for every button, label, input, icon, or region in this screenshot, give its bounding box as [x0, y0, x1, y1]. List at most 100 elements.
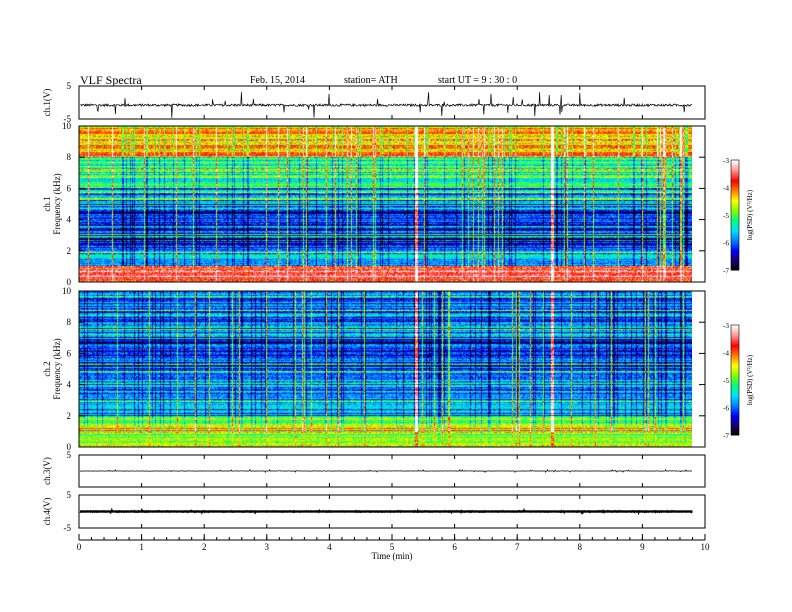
ch2-spectrogram-colorbar-swatch [731, 431, 739, 434]
ch2-spectrogram-colorbar-swatch [731, 325, 739, 328]
ch1-spectrogram-colorbar-swatch [731, 222, 739, 225]
ch1-waveform-ytick-label: -5 [64, 114, 72, 124]
ch1-spectrogram-colorbar-swatch [731, 211, 739, 214]
ch1-spectrogram-ytick-label: 10 [62, 121, 72, 131]
date-label: Feb. 15, 2014 [250, 75, 305, 86]
ch2-spectrogram-colorbar-swatch [731, 385, 739, 388]
xaxis-label: Time (min) [372, 551, 413, 561]
ch1-spectrogram-colorbar-swatch [731, 246, 739, 249]
ch1-spectrogram-colorbar-tick: -7 [723, 267, 729, 275]
xaxis-tick-label: 0 [77, 542, 82, 552]
ch1-spectrogram-colorbar-swatch [731, 215, 739, 218]
ch2-spectrogram-colorbar-swatch [731, 374, 739, 377]
ch1-spectrogram-colorbar-swatch [731, 169, 739, 172]
ch4-waveform [78, 494, 706, 529]
ch2-spectrogram-colorbar-swatch [731, 356, 739, 359]
ch1-spectrogram-frame [78, 125, 706, 283]
ch2-spectrogram-colorbar-swatch [731, 400, 739, 403]
ch1-spectrogram-colorbar-swatch [731, 257, 739, 260]
ch1-spectrogram-colorbar-swatch [731, 226, 739, 229]
ch1-spectrogram-colorbar-swatch [731, 191, 739, 194]
ch1-spectrogram-colorbar-swatch [731, 178, 739, 181]
ch2-spectrogram-colorbar-swatch [731, 334, 739, 337]
ch1-spectrogram-colorbar-swatch [731, 161, 739, 165]
xaxis-tick-label: 10 [701, 542, 711, 552]
ch1-spectrogram-colorbar-swatch [731, 196, 739, 199]
ch1-spectrogram-colorbar-swatch [731, 218, 739, 221]
ch1-spectrogram-colorbar-swatch [731, 194, 739, 198]
station-label: station= ATH [344, 75, 398, 86]
ch1-spectrogram-colorbar-swatch [731, 249, 739, 253]
ch2-spectrogram-colorbar-swatch [731, 420, 739, 423]
ch1-spectrogram-colorbar-swatch [731, 209, 739, 212]
ch2-spectrogram-colorbar-swatch [731, 389, 739, 392]
ch1-spectrogram-image [79, 126, 692, 282]
ch1-spectrogram-colorbar-tick: -6 [723, 240, 729, 248]
ch1-spectrogram-colorbar-swatch [731, 238, 739, 242]
ch1-waveform [78, 85, 706, 120]
xaxis-tick-label: 6 [452, 542, 457, 552]
ch1-spectrogram-colorbar-swatch [731, 207, 739, 210]
xaxis-tick-label: 3 [265, 542, 270, 552]
ch2-spectrogram-colorbar-swatch [731, 354, 739, 357]
ch1-spectrogram-ytick-label: 2 [67, 246, 72, 256]
ch3-waveform-trace [79, 468, 693, 474]
ch2-spectrogram-colorbar-swatch [731, 391, 739, 394]
ch2-spectrogram-colorbar-swatch [731, 414, 739, 418]
ch1-spectrogram-ytick-label: 6 [67, 183, 72, 193]
ch4-waveform-band [80, 510, 693, 513]
ch2-spectrogram-colorbar-swatch [731, 405, 739, 408]
ch1-spectrogram-colorbar-swatch [731, 268, 739, 271]
ch2-spectrogram-colorbar-swatch [731, 409, 739, 412]
ch1-spectrogram-colorbar-swatch [731, 262, 739, 265]
ch1-spectrogram-colorbar-tick: -3 [723, 157, 729, 165]
ch2-spectrogram-colorbar-swatch [731, 326, 739, 330]
ch1-spectrogram-colorbar-swatch [731, 205, 739, 209]
ch1-spectrogram-colorbar-swatch [731, 202, 739, 205]
ch2-spectrogram-colorbar-swatch [731, 380, 739, 383]
xaxis-tick-label: 7 [515, 542, 520, 552]
ch2-spectrogram-ytick-label: 6 [67, 348, 72, 358]
ch1-spectrogram-colorbar-swatch [731, 237, 739, 240]
ch2-spectrogram-colorbar-swatch [731, 392, 739, 396]
ch2-spectrogram-colorbar-tick: -6 [723, 405, 729, 413]
ch2-spectrogram-colorbar-swatch [731, 330, 739, 333]
ch1-spectrogram-colorbar-swatch [731, 216, 739, 220]
ch2-spectrogram-colorbar-swatch [731, 398, 739, 401]
ch1-spectrogram-colorbar-swatch [731, 187, 739, 190]
ch1-spectrogram-colorbar-swatch [731, 193, 739, 196]
xaxis-tick-label: 5 [390, 542, 395, 552]
ch1-spectrogram-colorbar-swatch [731, 165, 739, 168]
ch1-spectrogram-colorbar-swatch [731, 220, 739, 223]
ch2-spectrogram-colorbar-swatch [731, 427, 739, 430]
ch2-spectrogram-colorbar-swatch [731, 359, 739, 363]
ch1-spectrogram-colorbar-label: log(PSD) (V²/Hz) [746, 189, 754, 240]
ch2-spectrogram-ylabel-channel: ch.2 [42, 361, 52, 376]
ch2-spectrogram-colorbar-swatch [731, 383, 739, 386]
ch2-spectrogram-colorbar-swatch [731, 343, 739, 346]
ch1-spectrogram-colorbar-tick: -5 [723, 212, 729, 220]
ch1-spectrogram-colorbar-swatch [731, 198, 739, 201]
ch1-spectrogram-colorbar-swatch [731, 248, 739, 251]
ch2-spectrogram-colorbar-swatch [731, 402, 739, 405]
ch1-spectrogram-colorbar-swatch [731, 160, 739, 163]
ch2-spectrogram-colorbar-swatch [731, 422, 739, 425]
ch1-spectrogram-colorbar-frame [730, 159, 740, 271]
ch1-spectrogram-colorbar-swatch [731, 240, 739, 243]
ch1-spectrogram-colorbar-swatch [731, 167, 739, 170]
ch2-spectrogram-colorbar-swatch [731, 394, 739, 397]
ch2-spectrogram-colorbar-tick: -4 [723, 350, 729, 358]
ch1-spectrogram-ylabel: Frequency (kHz) [52, 173, 62, 234]
ch2-spectrogram-colorbar-swatch [731, 367, 739, 370]
ch3-waveform-ylabel: ch.3(V) [42, 457, 52, 485]
ch2-spectrogram-colorbar-swatch [731, 370, 739, 374]
ch2-spectrogram-colorbar-swatch [731, 376, 739, 379]
ch2-spectrogram-colorbar-tick: -7 [723, 432, 729, 440]
ch2-spectrogram-colorbar-swatch [731, 365, 739, 368]
ch1-spectrogram-colorbar-swatch [731, 253, 739, 256]
ch2-spectrogram-ytick-label: 4 [67, 380, 72, 390]
ch1-spectrogram-colorbar-swatch [731, 231, 739, 234]
ch4-waveform-ylabel: ch.4(V) [42, 498, 52, 526]
ch2-spectrogram-colorbar-swatch [731, 413, 739, 416]
ch2-spectrogram [78, 290, 740, 448]
